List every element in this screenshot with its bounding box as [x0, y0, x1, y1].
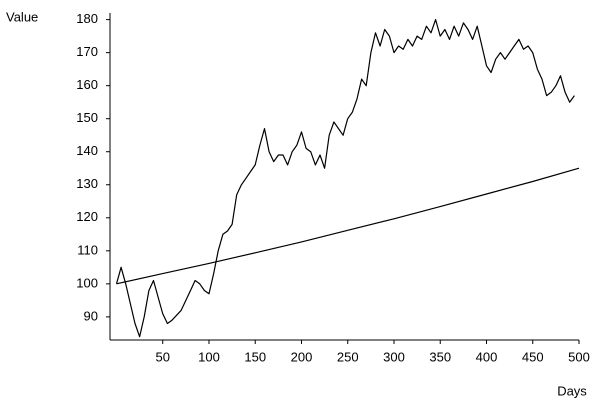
- x-tick-label: 450: [522, 349, 544, 364]
- y-tick-label: 140: [76, 143, 98, 158]
- line-series: [115, 19, 575, 338]
- x-tick-label: 250: [337, 349, 359, 364]
- x-tick-label: 350: [429, 349, 451, 364]
- x-tick-label: 500: [568, 349, 590, 364]
- y-tick-label: 110: [77, 242, 98, 257]
- y-tick-label: 170: [76, 44, 98, 59]
- line-series: [116, 167, 580, 285]
- y-tick-label: 90: [84, 308, 98, 323]
- x-tick-label: 300: [383, 349, 405, 364]
- x-tick-label: 200: [291, 349, 313, 364]
- y-tick-label: 160: [76, 77, 98, 92]
- x-tick-label: 400: [476, 349, 498, 364]
- y-tick-label: 150: [76, 110, 98, 125]
- y-tick-label: 130: [76, 176, 98, 191]
- y-axis-label: Value: [6, 9, 38, 24]
- x-tick-label: 150: [244, 349, 266, 364]
- y-tick-label: 180: [76, 11, 98, 26]
- x-axis-label: Days: [557, 383, 587, 398]
- y-tick-label: 100: [76, 275, 98, 290]
- y-tick-label: 120: [76, 209, 98, 224]
- x-tick-label: 100: [198, 349, 220, 364]
- x-tick-label: 50: [155, 349, 169, 364]
